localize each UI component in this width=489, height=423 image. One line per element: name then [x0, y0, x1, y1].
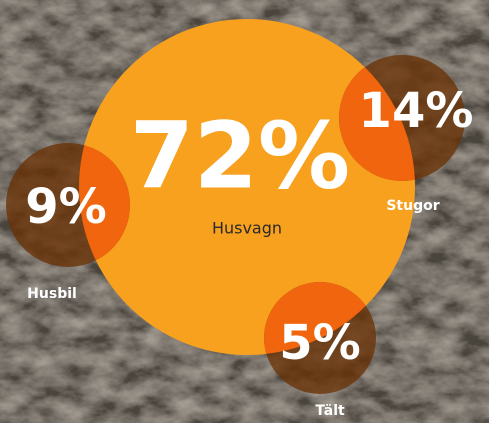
bubble — [79, 19, 415, 355]
bubble-overlap — [264, 282, 376, 355]
category-label: Husvagn — [212, 219, 282, 238]
value-label: 9% — [25, 179, 107, 235]
category-label: Tält — [315, 403, 345, 419]
value-label: 5% — [279, 315, 361, 371]
category-label: Husbil — [27, 286, 77, 302]
category-label: Stugor — [386, 198, 439, 214]
value-label: 72% — [130, 102, 350, 209]
value-label: 14% — [359, 83, 474, 139]
bubble-overlap — [79, 143, 130, 267]
